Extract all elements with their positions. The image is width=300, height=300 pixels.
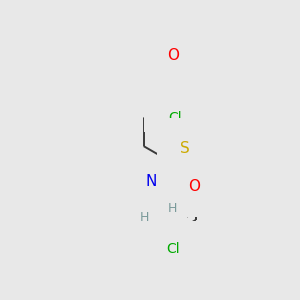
Text: H: H	[140, 211, 149, 224]
Text: O: O	[188, 179, 200, 194]
Text: N: N	[167, 94, 179, 109]
Text: Cl: Cl	[168, 111, 182, 125]
Text: H: H	[173, 157, 182, 169]
Text: O: O	[167, 48, 179, 63]
Text: N: N	[179, 153, 190, 168]
Text: H: H	[167, 202, 177, 215]
Text: N: N	[146, 174, 157, 189]
Text: H: H	[139, 178, 148, 191]
Text: Cl: Cl	[166, 242, 180, 256]
Text: S: S	[180, 141, 189, 156]
